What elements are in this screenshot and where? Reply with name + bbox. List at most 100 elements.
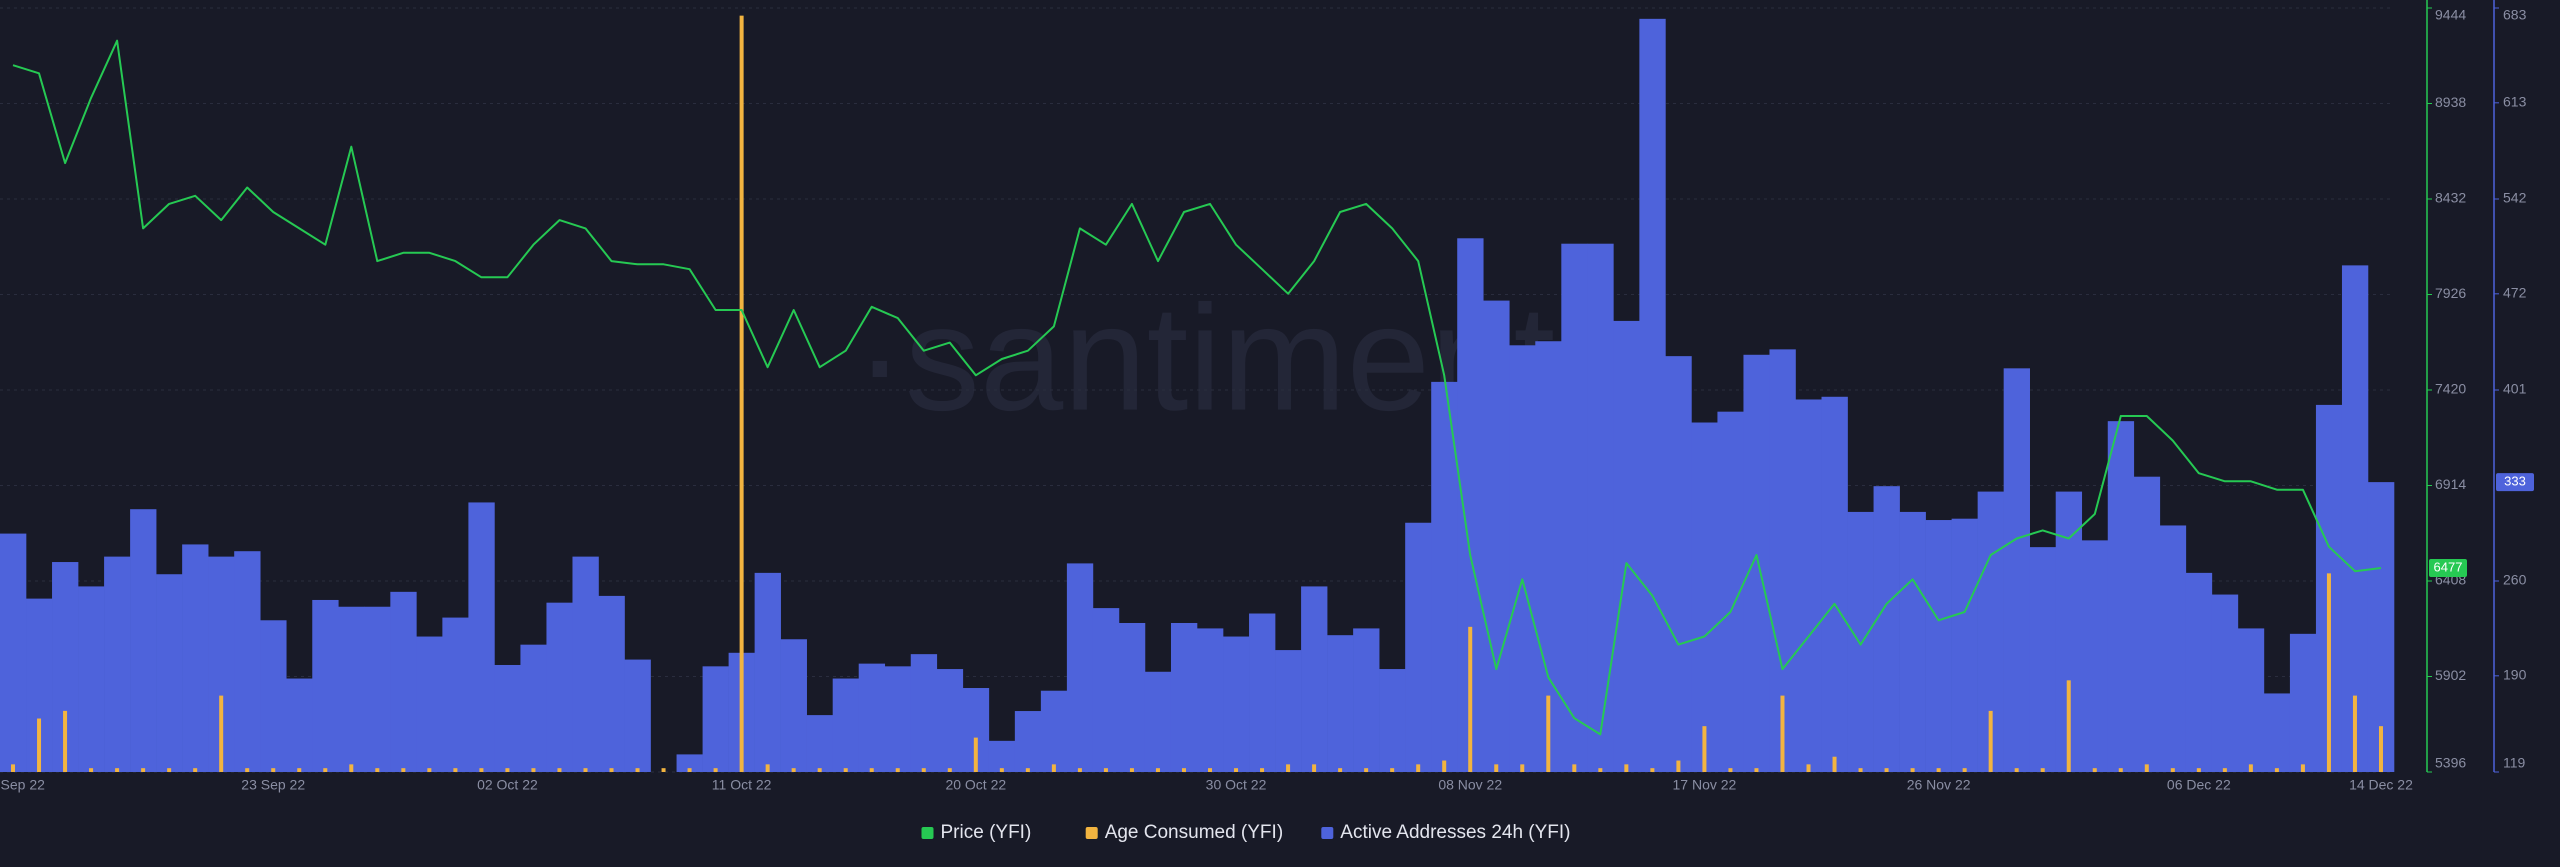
age-bar xyxy=(2170,768,2175,772)
address-bar xyxy=(1509,345,1536,772)
x-tick-label: 02 Oct 22 xyxy=(477,777,538,793)
age-bar xyxy=(739,15,744,772)
y-tick-label: 7420 xyxy=(2435,381,2466,397)
address-bar xyxy=(286,678,313,772)
age-bar xyxy=(973,737,978,772)
y-tick-label: 5902 xyxy=(2435,667,2466,683)
address-bar xyxy=(884,666,912,772)
age-bar xyxy=(193,768,198,772)
age-bar xyxy=(791,768,796,772)
age-bar xyxy=(37,718,42,772)
address-bar xyxy=(1092,608,1120,772)
age-bar xyxy=(375,768,380,772)
x-tick-label: 06 Dec 22 xyxy=(2167,777,2231,793)
address-bar xyxy=(1327,635,1354,772)
address-bar xyxy=(260,620,287,772)
address-bar xyxy=(1249,613,1276,772)
address-bar xyxy=(1743,354,1770,772)
age-bar xyxy=(999,768,1004,772)
address-bar xyxy=(1821,396,1848,772)
address-bar xyxy=(2003,368,2030,772)
x-tick-label: 20 Oct 22 xyxy=(945,777,1006,793)
address-bar xyxy=(1639,18,1666,773)
address-bar xyxy=(2029,547,2057,772)
age-bar xyxy=(323,768,328,772)
address-bar xyxy=(780,639,807,772)
age-bar xyxy=(505,768,510,772)
address-bar xyxy=(1014,711,1042,772)
age-bar xyxy=(1286,764,1291,772)
address-bar xyxy=(1691,422,1718,772)
age-bar xyxy=(271,768,276,772)
address-bar xyxy=(1847,511,1874,772)
address-bar xyxy=(182,544,209,772)
address-bar xyxy=(156,574,183,772)
legend-label: Active Addresses 24h (YFI) xyxy=(1340,822,1570,843)
age-bar xyxy=(2326,573,2331,772)
address-bar xyxy=(572,556,599,772)
age-bar xyxy=(349,764,354,772)
y2-tick-label: 683 xyxy=(2503,7,2527,23)
address-bar xyxy=(1561,243,1588,772)
y-tick-label: 9444 xyxy=(2435,7,2466,23)
address-bar xyxy=(1301,586,1328,772)
address-bar xyxy=(468,502,495,772)
address-bar xyxy=(1118,622,1146,772)
y2-tick-label: 613 xyxy=(2503,94,2527,110)
address-bar xyxy=(1925,520,1952,772)
address-bar xyxy=(598,595,625,772)
age-bar xyxy=(2014,768,2019,772)
price-line xyxy=(12,39,2382,736)
legend-swatch xyxy=(1321,827,1334,839)
age-bar xyxy=(2118,768,2123,772)
age-bar xyxy=(1624,764,1629,772)
age-bar xyxy=(1754,768,1759,772)
age-bar xyxy=(1234,768,1239,772)
x-tick-label: 23 Sep 22 xyxy=(241,777,305,793)
address-bar xyxy=(78,586,105,772)
address-bar xyxy=(390,591,417,772)
age-bar xyxy=(1208,768,1213,772)
address-bar xyxy=(2289,633,2317,772)
age-bar xyxy=(1494,764,1499,772)
address-bar xyxy=(2341,265,2369,772)
legend-swatch xyxy=(1085,827,1098,839)
age-bar xyxy=(11,764,16,772)
address-bar xyxy=(312,599,339,772)
address-bar xyxy=(130,509,157,772)
x-tick-label: 14 Dec 22 xyxy=(2349,777,2413,793)
last-value-label: 333 xyxy=(2504,474,2526,489)
address-bar xyxy=(1613,320,1640,772)
address-bar xyxy=(364,606,391,772)
y-tick-label: 7926 xyxy=(2435,285,2466,301)
age-bar xyxy=(843,768,848,772)
legend-label: Price (YFI) xyxy=(941,822,1032,843)
address-bar xyxy=(2133,476,2161,772)
age-bar xyxy=(1181,768,1186,772)
age-bar xyxy=(1650,768,1655,772)
x-tick-label: 08 Nov 22 xyxy=(1438,777,1502,793)
address-bar xyxy=(2081,540,2109,772)
age-bar xyxy=(2144,764,2149,772)
y2-tick-label: 190 xyxy=(2503,667,2527,683)
address-bar xyxy=(1066,563,1094,772)
age-bar xyxy=(1129,768,1134,772)
age-bar xyxy=(1077,768,1082,772)
age-bar xyxy=(1051,764,1056,772)
age-bar xyxy=(2066,680,2071,772)
age-bar xyxy=(2378,726,2383,772)
age-bar xyxy=(1260,768,1265,772)
age-bar xyxy=(1546,695,1551,772)
address-bar xyxy=(2107,421,2135,772)
address-bar xyxy=(1873,486,1900,772)
address-bar xyxy=(1483,300,1510,772)
x-tick-label: 11 Oct 22 xyxy=(712,777,772,793)
last-value-label: 6477 xyxy=(2434,559,2463,574)
address-bar xyxy=(1665,356,1692,772)
address-bar xyxy=(1587,243,1614,772)
last-value-badge xyxy=(2496,473,2534,492)
address-bar xyxy=(2159,525,2187,772)
age-bar xyxy=(1884,768,1889,772)
age-bar xyxy=(219,695,224,772)
x-tick-label: 30 Oct 22 xyxy=(1206,777,1267,793)
